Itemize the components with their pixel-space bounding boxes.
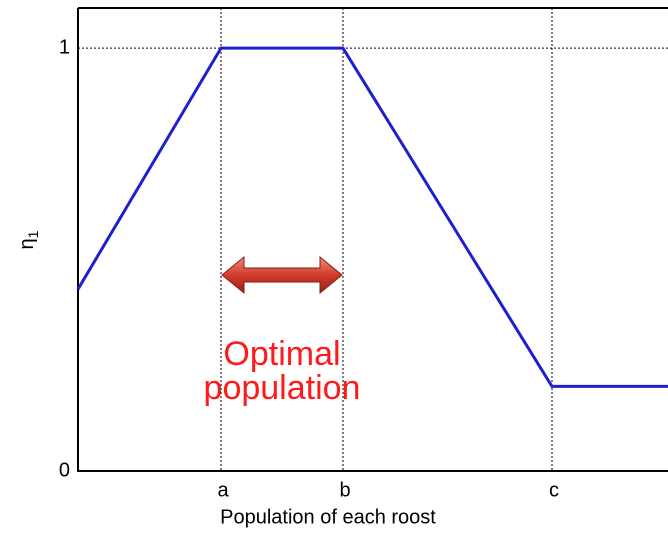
axis-frame bbox=[77, 7, 668, 472]
grid bbox=[78, 8, 668, 472]
x-tick-label: b bbox=[339, 479, 350, 501]
y-tick-label: 0 bbox=[59, 459, 70, 481]
annotation: Optimal bbox=[223, 335, 340, 373]
x-axis-label: Population of each roost bbox=[220, 506, 436, 528]
annotation: population bbox=[204, 369, 361, 407]
data-line bbox=[76, 46, 668, 388]
x-tick-label: a bbox=[217, 479, 229, 501]
x-tick-label: c bbox=[549, 479, 559, 501]
y-label-main: η bbox=[16, 238, 38, 249]
y-label-sub: 1 bbox=[25, 230, 41, 238]
y-tick-label: 1 bbox=[59, 36, 70, 58]
y-axis-label: η1 bbox=[16, 230, 40, 249]
optimal-arrow bbox=[221, 255, 343, 295]
